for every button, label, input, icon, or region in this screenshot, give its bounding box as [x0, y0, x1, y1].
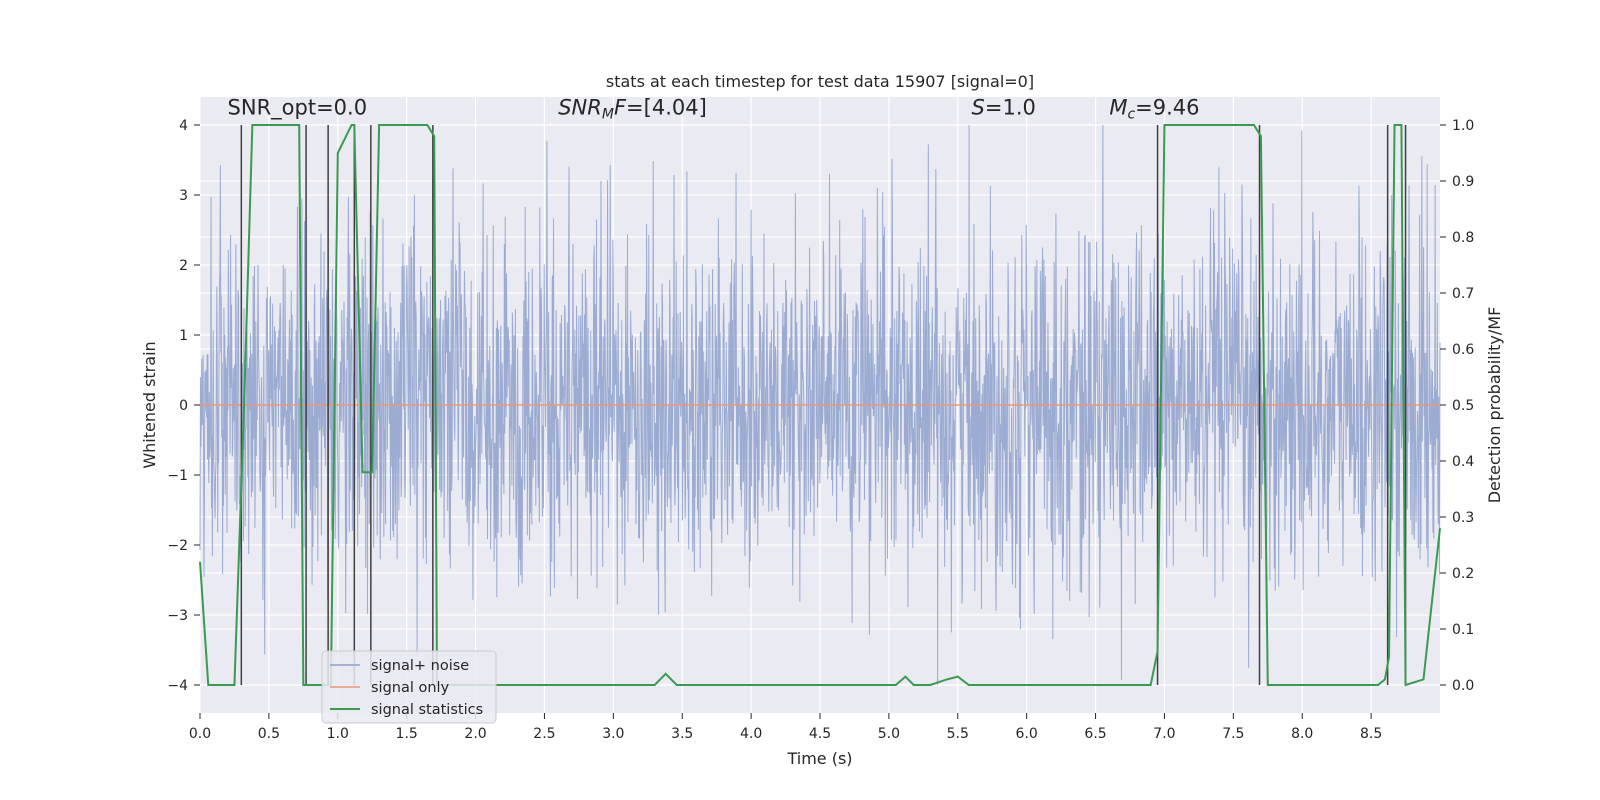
x-tick-label-3: 1.5 — [396, 726, 418, 742]
y-tick-label-6: 2 — [179, 258, 188, 274]
legend-box — [321, 650, 497, 724]
x-tick-label-2: 1.0 — [327, 726, 349, 742]
chart-title: stats at each timestep for test data 159… — [606, 72, 1034, 91]
series-signal-noise — [199, 124, 1441, 686]
statistics-line — [199, 124, 1441, 687]
y2-tick-label-8: 0.8 — [1452, 230, 1474, 246]
legend: signal+ noise signal only signal statist… — [321, 650, 497, 724]
y-axis-label: Whitened strain — [140, 341, 159, 468]
x-tick-label-7: 3.5 — [671, 726, 693, 742]
y-tick-label-8: 4 — [179, 118, 188, 134]
x-tick-label-10: 5.0 — [878, 726, 900, 742]
x-tick-label-6: 3.0 — [602, 726, 624, 742]
x-tick-label-16: 8.0 — [1291, 726, 1313, 742]
y2-tick-label-1: 0.1 — [1452, 622, 1474, 638]
y-tick-label-0: −4 — [167, 678, 188, 694]
y-axis-left: −4 −3 −2 −1 0 1 2 3 4 — [167, 118, 200, 694]
y2-tick-label-3: 0.3 — [1452, 510, 1474, 526]
vertical-markers — [240, 125, 1407, 685]
y-tick-label-4: 0 — [179, 398, 188, 414]
y-tick-label-2: −2 — [167, 538, 188, 554]
y2-axis-label: Detection probability/MF — [1485, 307, 1504, 504]
y-tick-label-1: −3 — [167, 608, 188, 624]
legend-label-statistics: signal statistics — [371, 702, 483, 718]
x-tick-label-5: 2.5 — [533, 726, 555, 742]
x-tick-label-15: 7.5 — [1222, 726, 1244, 742]
series-signal-statistics — [199, 124, 1441, 687]
x-tick-label-11: 5.5 — [947, 726, 969, 742]
legend-label-signal-only: signal only — [371, 680, 450, 696]
x-tick-label-13: 6.5 — [1084, 726, 1106, 742]
x-tick-label-9: 4.5 — [809, 726, 831, 742]
y2-tick-label-10: 1.0 — [1452, 118, 1474, 134]
annotation-snr-opt: SNR_opt=0.0 — [228, 96, 368, 121]
annotation-mc: Mc=9.46 — [1109, 96, 1199, 123]
x-tick-label-0: 0.0 — [189, 726, 211, 742]
y2-tick-label-6: 0.6 — [1452, 342, 1474, 358]
annotation-snr-mf: SNRMF=[4.04] — [558, 96, 707, 123]
y2-tick-label-4: 0.4 — [1452, 454, 1474, 470]
y2-tick-label-5: 0.5 — [1452, 398, 1474, 414]
y2-tick-label-0: 0.0 — [1452, 678, 1474, 694]
noise-trace — [199, 124, 1441, 686]
x-tick-label-8: 4.0 — [740, 726, 762, 742]
annotations: SNR_opt=0.0 SNRMF=[4.04] S=1.0 Mc=9.46 — [228, 96, 1200, 123]
y-axis-right: 0.0 0.1 0.2 0.3 0.4 0.5 0.6 0.7 0.8 0.9 1.0 — [1440, 118, 1474, 694]
y-tick-label-7: 3 — [179, 188, 188, 204]
x-axis: 0.0 0.5 1.0 1.5 2.0 2.5 3.0 3.5 4.0 4.5 5.0 5.5 6.0 6… — [189, 713, 1382, 742]
y2-tick-label-7: 0.7 — [1452, 286, 1474, 302]
y-tick-label-3: −1 — [167, 468, 188, 484]
annotation-s: S=1.0 — [972, 96, 1036, 120]
x-tick-label-12: 6.0 — [1016, 726, 1038, 742]
y2-tick-label-2: 0.2 — [1452, 566, 1474, 582]
x-tick-label-4: 2.0 — [464, 726, 486, 742]
x-tick-label-17: 8.5 — [1360, 726, 1382, 742]
legend-label-noise: signal+ noise — [371, 658, 469, 674]
x-axis-label: Time (s) — [786, 749, 852, 768]
y2-tick-label-9: 0.9 — [1452, 174, 1474, 190]
y-tick-label-5: 1 — [179, 328, 188, 344]
x-tick-label-14: 7.0 — [1153, 726, 1175, 742]
x-tick-label-1: 0.5 — [258, 726, 280, 742]
